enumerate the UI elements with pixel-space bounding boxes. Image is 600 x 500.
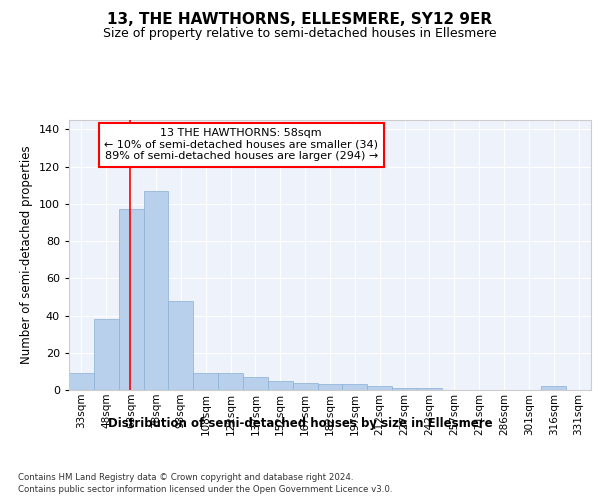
Text: Contains public sector information licensed under the Open Government Licence v3: Contains public sector information licen…: [18, 485, 392, 494]
Text: Distribution of semi-detached houses by size in Ellesmere: Distribution of semi-detached houses by …: [107, 418, 493, 430]
Text: Contains HM Land Registry data © Crown copyright and database right 2024.: Contains HM Land Registry data © Crown c…: [18, 472, 353, 482]
Y-axis label: Number of semi-detached properties: Number of semi-detached properties: [20, 146, 33, 364]
Bar: [218, 373, 243, 390]
Text: Size of property relative to semi-detached houses in Ellesmere: Size of property relative to semi-detach…: [103, 28, 497, 40]
Bar: [243, 377, 268, 390]
Bar: [69, 373, 94, 390]
Bar: [143, 191, 169, 390]
Bar: [119, 210, 143, 390]
Bar: [268, 380, 293, 390]
Bar: [343, 384, 367, 390]
Bar: [417, 388, 442, 390]
Bar: [94, 319, 119, 390]
Bar: [193, 373, 218, 390]
Bar: [392, 388, 417, 390]
Text: 13, THE HAWTHORNS, ELLESMERE, SY12 9ER: 13, THE HAWTHORNS, ELLESMERE, SY12 9ER: [107, 12, 493, 28]
Bar: [169, 300, 193, 390]
Bar: [367, 386, 392, 390]
Bar: [541, 386, 566, 390]
Bar: [293, 382, 317, 390]
Bar: [317, 384, 343, 390]
Text: 13 THE HAWTHORNS: 58sqm
← 10% of semi-detached houses are smaller (34)
89% of se: 13 THE HAWTHORNS: 58sqm ← 10% of semi-de…: [104, 128, 378, 162]
